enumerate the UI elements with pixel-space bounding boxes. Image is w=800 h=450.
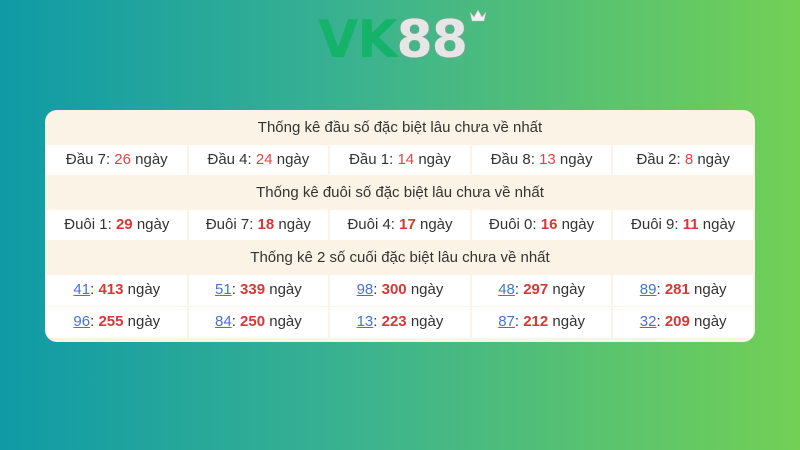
stat-label: Đầu 2 bbox=[636, 151, 677, 168]
stat-value: 300 bbox=[381, 281, 407, 298]
number-link[interactable]: 41 bbox=[73, 281, 91, 298]
number-link[interactable]: 51 bbox=[215, 281, 232, 298]
stat-cell: Đầu 1: 14 ngày bbox=[330, 145, 470, 175]
unit-label: ngày bbox=[559, 151, 593, 168]
stat-label: Đầu 1 bbox=[349, 151, 390, 168]
number-link[interactable]: 98 bbox=[356, 281, 374, 298]
unit-label: ngày bbox=[269, 313, 302, 330]
unit-label: ngày bbox=[410, 281, 444, 298]
unit-label: ngày bbox=[561, 216, 595, 233]
stat-cell: Đuôi 0: 16 ngày bbox=[471, 210, 612, 240]
stat-value: 11 bbox=[682, 216, 699, 233]
stats-row: 96: 255 ngày 84: 250 ngày 13: 223 ngày 87: … bbox=[45, 307, 755, 338]
stat-cell: 87: 212 ngày bbox=[471, 307, 612, 338]
unit-label: ngày bbox=[269, 281, 302, 298]
stat-value: 297 bbox=[523, 281, 549, 298]
unit-label: ngày bbox=[276, 151, 310, 168]
stat-cell: 89: 281 ngày bbox=[613, 275, 753, 306]
stat-label: Đuôi 9 bbox=[631, 216, 675, 233]
stat-cell: 84: 250 ngày bbox=[188, 307, 329, 338]
stat-value: 281 bbox=[664, 281, 690, 298]
stat-cell: 98: 300 ngày bbox=[330, 275, 470, 306]
stat-value: 17 bbox=[399, 216, 416, 233]
number-link[interactable]: 48 bbox=[498, 281, 515, 298]
stats-row: 41: 413 ngày 51: 339 ngày 98: 300 ngày 48: … bbox=[45, 275, 755, 306]
unit-label: ngày bbox=[127, 281, 161, 298]
number-link[interactable]: 89 bbox=[639, 281, 657, 298]
stat-cell: Đuôi 4: 17 ngày bbox=[330, 210, 470, 240]
stat-cell: Đầu 7: 26 ngày bbox=[47, 145, 187, 175]
section-title: Thống kê đầu số đặc biệt lâu chưa về nhấ… bbox=[257, 119, 543, 136]
stat-cell: 48: 297 ngày bbox=[471, 275, 612, 306]
stats-row: Đuôi 1: 29 ngày Đuôi 7: 18 ngày Đuôi 4: 17… bbox=[45, 210, 755, 240]
crown-icon bbox=[469, 9, 487, 22]
stat-value: 413 bbox=[98, 281, 124, 298]
stat-cell: Đầu 4: 24 ngày bbox=[188, 145, 329, 175]
number-link[interactable]: 32 bbox=[639, 313, 657, 330]
stat-value: 339 bbox=[240, 281, 266, 298]
stat-label: Đuôi 1 bbox=[64, 216, 108, 233]
stat-cell: 32: 209 ngày bbox=[613, 307, 753, 338]
unit-label: ngày bbox=[697, 151, 730, 168]
unit-label: ngày bbox=[418, 151, 451, 168]
stat-cell: Đuôi 7: 18 ngày bbox=[188, 210, 329, 240]
stat-cell: Đầu 2: 8 ngày bbox=[613, 145, 753, 175]
stat-value: 16 bbox=[540, 216, 558, 233]
number-link[interactable]: 13 bbox=[356, 313, 374, 330]
number-link[interactable]: 96 bbox=[73, 313, 91, 330]
stat-value: 255 bbox=[98, 313, 124, 330]
section-title: Thống kê 2 số cuối đặc biệt lâu chưa về … bbox=[250, 249, 550, 266]
number-link[interactable]: 84 bbox=[215, 313, 232, 330]
unit-label: ngày bbox=[552, 313, 585, 330]
stats-card: Thống kê đầu số đặc biệt lâu chưa về nhấ… bbox=[45, 110, 755, 342]
logo-area: VK88 bbox=[318, 8, 487, 72]
stat-cell: 13: 223 ngày bbox=[330, 307, 470, 338]
number-link[interactable]: 87 bbox=[498, 313, 515, 330]
stat-value: 8 bbox=[684, 151, 694, 168]
unit-label: ngày bbox=[420, 216, 453, 233]
stat-cell: 41: 413 ngày bbox=[47, 275, 187, 306]
stat-value: 13 bbox=[539, 151, 556, 168]
stat-cell: Đầu 8: 13 ngày bbox=[471, 145, 612, 175]
stat-value: 24 bbox=[255, 151, 273, 168]
unit-label: ngày bbox=[278, 216, 311, 233]
unit-label: ngày bbox=[136, 216, 170, 233]
stat-label: Đuôi 4 bbox=[347, 216, 391, 233]
stat-cell: Đuôi 9: 11 ngày bbox=[613, 210, 753, 240]
stat-value: 18 bbox=[257, 216, 275, 233]
unit-label: ngày bbox=[127, 313, 161, 330]
stat-cell: 96: 255 ngày bbox=[47, 307, 187, 338]
stat-value: 223 bbox=[381, 313, 407, 330]
unit-label: ngày bbox=[135, 151, 168, 168]
stat-cell: Đuôi 1: 29 ngày bbox=[47, 210, 187, 240]
stat-label: Đuôi 7 bbox=[205, 216, 250, 233]
unit-label: ngày bbox=[410, 313, 444, 330]
vk88-logo: VK88 bbox=[318, 10, 468, 70]
unit-label: ngày bbox=[552, 281, 585, 298]
unit-label: ngày bbox=[702, 216, 736, 233]
stats-row: Đầu 7: 26 ngày Đầu 4: 24 ngày Đầu 1: 14 ng… bbox=[45, 145, 755, 175]
unit-label: ngày bbox=[694, 281, 727, 298]
stat-cell: 51: 339 ngày bbox=[188, 275, 329, 306]
unit-label: ngày bbox=[694, 313, 727, 330]
stat-label: Đầu 4 bbox=[207, 151, 248, 168]
stat-value: 29 bbox=[115, 216, 133, 233]
stat-label: Đuôi 0 bbox=[489, 216, 533, 233]
stat-value: 209 bbox=[664, 313, 690, 330]
stat-value: 26 bbox=[114, 151, 131, 168]
stat-label: Đầu 8 bbox=[490, 151, 531, 168]
stat-label: Đầu 7 bbox=[65, 151, 106, 168]
stat-value: 14 bbox=[397, 151, 415, 168]
stat-value: 212 bbox=[523, 313, 549, 330]
stat-value: 250 bbox=[240, 313, 266, 330]
section-title: Thống kê đuôi số đặc biệt lâu chưa về nh… bbox=[256, 184, 544, 201]
